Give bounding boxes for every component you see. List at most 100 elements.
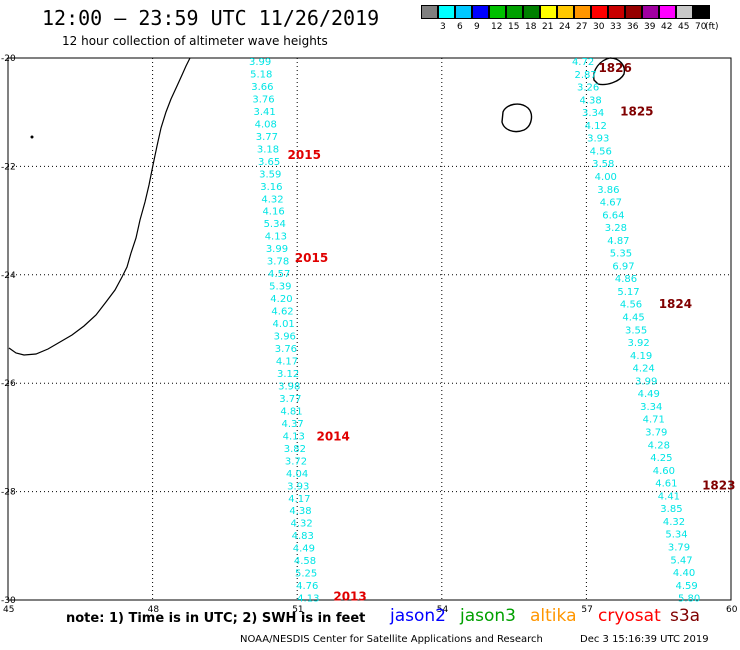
wave-height-label: 4.38 <box>580 95 602 106</box>
wave-height-label: 3.78 <box>267 257 289 268</box>
legend-label: 39 <box>644 22 656 32</box>
wave-height-label: 4.59 <box>675 581 697 592</box>
lon-tick-label: 54 <box>437 605 449 615</box>
wave-height-label: 3.34 <box>582 108 604 119</box>
legend-swatch <box>625 5 642 19</box>
wave-height-label: 3.16 <box>260 182 282 193</box>
wave-height-label: 5.25 <box>295 569 317 580</box>
legend-swatch <box>608 5 625 19</box>
wave-height-label: 3.93 <box>287 481 309 492</box>
legend-swatch <box>642 5 659 19</box>
lat-tick-label: -28 <box>1 488 16 498</box>
lon-tick-label: 57 <box>581 605 592 615</box>
legend-label: 15 <box>508 22 520 32</box>
wave-height-label: 3.18 <box>257 144 279 155</box>
lat-tick-label: -24 <box>1 271 16 281</box>
time-label: 1825 <box>620 104 653 118</box>
wave-height-label: 4.86 <box>615 274 637 285</box>
legend-swatch <box>591 5 608 19</box>
wave-height-label: 3.79 <box>668 542 690 553</box>
wave-height-label: 5.17 <box>617 287 639 298</box>
wave-height-label: 3.77 <box>279 394 301 405</box>
chart-subtitle: 12 hour collection of altimeter wave hei… <box>62 34 328 48</box>
wave-height-label: 4.71 <box>643 415 665 426</box>
mauritius-island <box>593 57 626 86</box>
legend-swatch <box>421 5 438 19</box>
lat-tick-label: -20 <box>1 54 16 64</box>
wave-height-label: 4.19 <box>630 351 652 362</box>
legend-label: 6 <box>457 22 463 32</box>
wave-height-label: 3.86 <box>597 185 619 196</box>
legend-swatch <box>693 5 710 19</box>
wave-height-label: 4.87 <box>607 236 629 247</box>
legend-swatch <box>506 5 523 19</box>
legend-swatch <box>523 5 540 19</box>
wave-height-label: 2.87 <box>574 70 596 81</box>
lat-tick-label: -22 <box>1 162 16 172</box>
legend-label: 3 <box>440 22 446 32</box>
wave-height-label: 4.00 <box>595 172 617 183</box>
wave-height-label: 4.67 <box>600 198 622 209</box>
legend-swatch <box>574 5 591 19</box>
wave-height-label: 5.47 <box>670 555 692 566</box>
wave-height-label: 4.37 <box>282 419 304 430</box>
wave-height-label: 3.76 <box>275 344 297 355</box>
legend-label: 18 <box>525 22 537 32</box>
wave-height-label: 4.20 <box>270 294 292 305</box>
legend-label: 33 <box>610 22 622 32</box>
wave-height-label: 3.79 <box>645 427 667 438</box>
legend-label: 36 <box>627 22 639 32</box>
wave-height-label: 3.99 <box>266 244 288 255</box>
satellite-label: altika <box>530 606 577 626</box>
wave-height-label: 4.40 <box>673 568 695 579</box>
wave-height-label: 4.76 <box>296 581 318 592</box>
wave-height-label: 4.58 <box>294 556 316 567</box>
wave-height-label: 3.82 <box>284 444 306 455</box>
satellite-label: cryosat <box>598 606 661 626</box>
time-label: 2013 <box>333 590 366 604</box>
wave-height-label: 4.56 <box>620 300 642 311</box>
wave-height-label: 3.72 <box>285 456 307 467</box>
color-legend: 3 6 9 12 15 18 21 24 27 30 33 36 39 42 45 70 (ft) <box>421 5 719 32</box>
legend-label: 9 <box>474 22 480 32</box>
wave-height-label: 3.34 <box>640 402 662 413</box>
wave-height-label: 5.34 <box>665 530 687 541</box>
wave-height-label: 3.59 <box>259 169 281 180</box>
wave-height-label: 4.01 <box>273 319 295 330</box>
lon-tick-label: 45 <box>3 605 14 615</box>
wave-height-label: 4.16 <box>262 207 284 218</box>
legend-unit: (ft) <box>705 22 719 32</box>
madagascar-coastline <box>8 57 191 356</box>
wave-height-label: 3.76 <box>252 94 274 105</box>
satellite-label: s3a <box>670 606 701 626</box>
time-label: 1824 <box>659 297 692 311</box>
legend-swatches <box>421 5 710 19</box>
wave-height-label: 4.61 <box>655 479 677 490</box>
wave-height-label: 4.81 <box>280 406 302 417</box>
satellite-label: jason2 <box>390 606 446 626</box>
wave-height-label: 4.83 <box>292 531 314 542</box>
wave-height-label: 3.12 <box>277 369 299 380</box>
legend-label: 21 <box>542 22 554 32</box>
wave-height-label: 3.99 <box>249 57 271 68</box>
map-frame <box>7 57 732 601</box>
credit-timestamp: Dec 3 15:16:39 UTC 2019 <box>580 634 709 645</box>
footer-note: note: 1) Time is in UTC; 2) SWH is in fe… <box>66 611 366 626</box>
wave-height-label: 4.04 <box>286 469 308 480</box>
lat-tick-label: -30 <box>1 596 16 606</box>
wave-height-label: 3.26 <box>577 83 599 94</box>
time-label: 1823 <box>702 478 735 492</box>
wave-height-label: 4.38 <box>289 506 311 517</box>
wave-height-label: 4.17 <box>276 356 298 367</box>
wave-height-label: 4.12 <box>585 121 607 132</box>
legend-label: 45 <box>678 22 690 32</box>
legend-swatch <box>455 5 472 19</box>
wave-height-label: 5.80 <box>678 594 700 605</box>
wave-height-label: 3.66 <box>251 82 273 93</box>
wave-height-label: 4.28 <box>648 440 670 451</box>
legend-label: 42 <box>661 22 673 32</box>
wave-height-label: 4.49 <box>293 544 315 555</box>
reunion-island <box>501 103 533 133</box>
islet <box>30 135 34 139</box>
legend-swatch <box>557 5 574 19</box>
